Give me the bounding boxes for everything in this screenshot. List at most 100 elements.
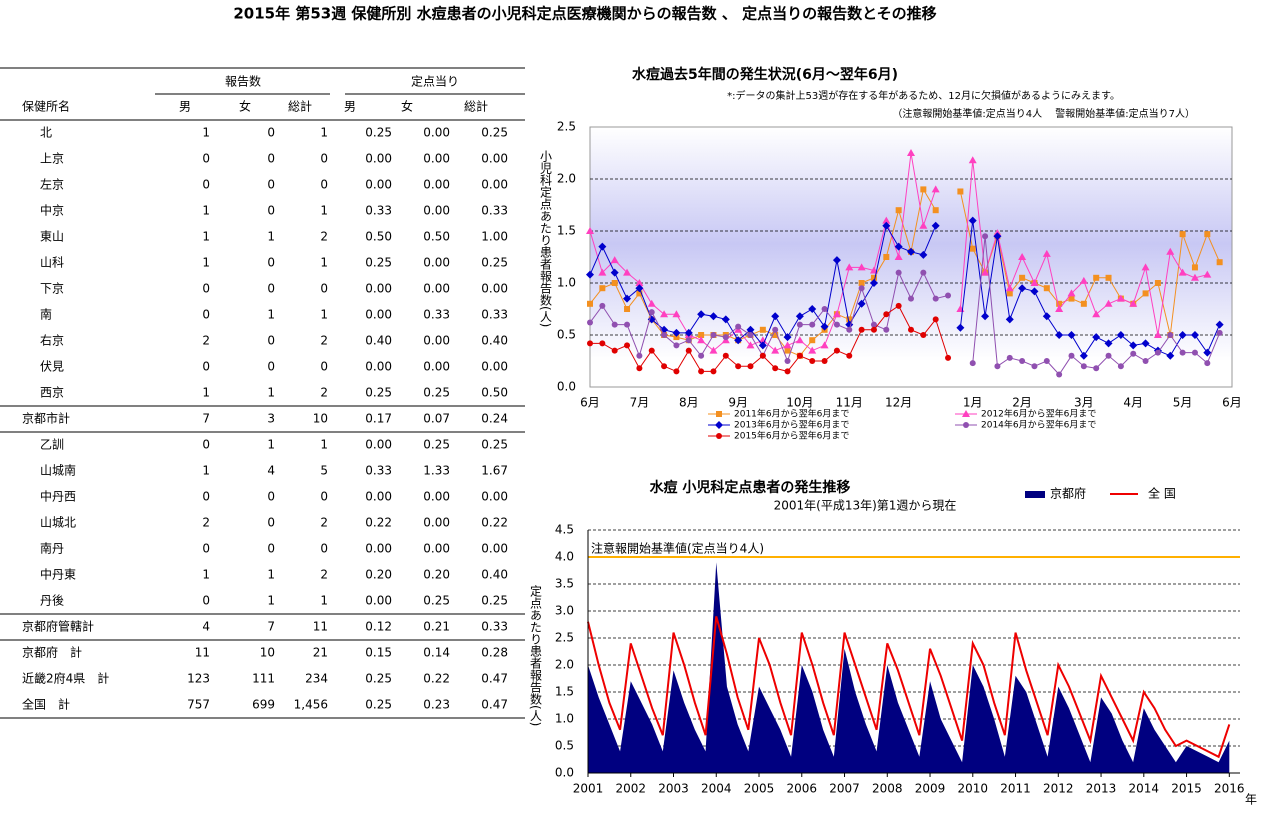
point <box>931 221 940 230</box>
point <box>587 319 593 326</box>
point <box>636 352 643 359</box>
point <box>858 280 865 286</box>
point <box>981 268 990 276</box>
cell: 0 <box>202 178 210 192</box>
cell: 1 <box>202 464 210 478</box>
cell: 0.00 <box>423 256 450 270</box>
point <box>1019 358 1026 364</box>
row-label: 下京 <box>40 282 64 296</box>
cell: 0 <box>320 360 328 374</box>
point <box>1018 284 1027 293</box>
point <box>673 334 680 341</box>
cell: 234 <box>305 672 328 686</box>
cell: 0.12 <box>365 620 392 634</box>
row-label: 中丹西 <box>40 489 76 504</box>
row-label: 京都市計 <box>22 411 70 426</box>
point <box>993 232 1002 241</box>
cell: 0.40 <box>481 568 508 582</box>
cell: 21 <box>313 646 328 660</box>
point <box>715 421 723 429</box>
point <box>1006 290 1013 297</box>
y-tick-label: 1.0 <box>555 712 574 726</box>
point <box>710 332 717 338</box>
y-tick-label: 2.0 <box>555 658 574 672</box>
point <box>661 332 668 338</box>
cell: 1 <box>267 230 275 244</box>
x-tick-label: 2002 <box>615 782 646 796</box>
cell: 1 <box>320 204 328 218</box>
point <box>697 336 706 344</box>
cell: 0.33 <box>481 204 508 218</box>
y-tick-label: 1.5 <box>555 685 574 699</box>
x-tick-label: 7月 <box>630 396 650 410</box>
point <box>1203 348 1212 357</box>
y-tick-label: 1.5 <box>557 224 576 238</box>
point <box>808 346 817 354</box>
chart-note: （注意報開始基準値:定点当り4人 警報開始基準値:定点当り7人） <box>892 107 1195 120</box>
point <box>920 332 927 338</box>
point <box>784 347 791 354</box>
cell: 0.25 <box>423 594 450 608</box>
cell: 0.23 <box>423 698 450 712</box>
cell: 1,456 <box>294 698 328 712</box>
cell: 0.25 <box>423 386 450 400</box>
cell: 0.17 <box>365 412 392 426</box>
cell: 123 <box>187 672 210 686</box>
point <box>586 227 594 234</box>
x-tick-label: 2008 <box>872 782 903 796</box>
cell: 11 <box>195 646 210 660</box>
point <box>832 256 841 265</box>
cell: 0.00 <box>423 334 450 348</box>
cell: 0 <box>202 542 210 556</box>
point <box>894 242 903 251</box>
cell: 7 <box>267 620 275 634</box>
point <box>1079 276 1088 284</box>
point <box>783 333 792 342</box>
y-tick-label: 3.0 <box>555 604 574 618</box>
point <box>1204 231 1211 238</box>
row-label: 山科 <box>40 256 64 270</box>
cell: 0.25 <box>481 438 508 452</box>
point <box>846 326 853 333</box>
cell: 2 <box>320 334 328 348</box>
cell: 2 <box>202 334 210 348</box>
cell: 0.00 <box>365 178 392 192</box>
point <box>660 310 669 318</box>
cell: 1 <box>202 386 210 400</box>
point <box>1079 351 1088 360</box>
point <box>1116 294 1125 302</box>
cell: 1 <box>320 438 328 452</box>
point <box>1154 280 1161 286</box>
point <box>1190 273 1199 281</box>
point <box>1056 300 1063 307</box>
point <box>1167 332 1174 338</box>
point <box>623 294 632 303</box>
point <box>981 312 990 321</box>
point <box>1043 285 1050 292</box>
cell: 0 <box>267 282 275 296</box>
cell: 0 <box>202 594 210 608</box>
point <box>1105 352 1112 359</box>
cell: 0 <box>267 178 275 192</box>
cell: 11 <box>313 620 328 634</box>
point <box>1190 331 1199 339</box>
point <box>783 341 792 349</box>
cell: 0.20 <box>423 568 450 582</box>
point <box>1179 231 1186 238</box>
cell: 0.00 <box>365 360 392 374</box>
cell: 0.33 <box>481 620 508 634</box>
point <box>716 411 722 417</box>
cell: 0.50 <box>423 230 450 244</box>
row-label: 東山 <box>40 230 64 244</box>
point <box>894 253 903 260</box>
point <box>624 321 631 328</box>
point <box>747 363 754 370</box>
x-tick-label: 12月 <box>885 396 912 410</box>
point <box>721 315 730 324</box>
point <box>932 295 939 302</box>
point <box>1080 300 1087 307</box>
point <box>1080 363 1087 370</box>
cell: 0 <box>202 152 210 166</box>
y-axis-title: 定点あたり患者報告数(人) <box>529 584 543 727</box>
cell: 0.40 <box>365 334 392 348</box>
